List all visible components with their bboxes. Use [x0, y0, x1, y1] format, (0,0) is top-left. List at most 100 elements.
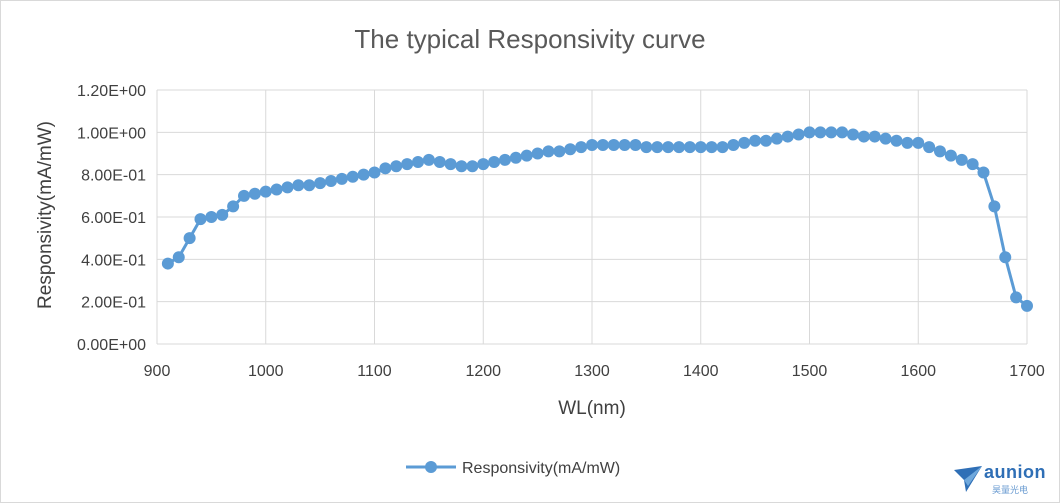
data-point [966, 158, 979, 171]
data-point [259, 185, 272, 198]
data-point [564, 143, 577, 156]
data-point [999, 251, 1012, 264]
data-point [596, 139, 609, 152]
data-point [292, 179, 305, 192]
data-point [248, 187, 261, 200]
data-point [357, 168, 370, 181]
data-point [673, 141, 685, 154]
data-point [412, 155, 424, 168]
data-point [836, 126, 849, 139]
data-point [901, 136, 914, 149]
data-point [868, 130, 881, 143]
data-point [205, 211, 218, 223]
x-tick-label: 1200 [465, 363, 501, 380]
data-point [194, 213, 207, 226]
data-point [912, 136, 925, 149]
paper-plane-icon [954, 466, 982, 492]
y-axis-title: Responsivity(mA/mW) [35, 121, 56, 309]
data-point [977, 166, 990, 179]
data-point [325, 175, 337, 188]
data-point [781, 130, 794, 143]
data-point [303, 179, 316, 192]
legend-label: Responsivity(mA/mW) [462, 460, 620, 477]
data-point [683, 141, 696, 154]
data-point [270, 183, 283, 196]
data-point [770, 132, 783, 145]
x-tick-label: 1000 [248, 363, 284, 380]
data-point [738, 136, 751, 149]
data-point [586, 139, 598, 152]
data-point [814, 126, 827, 139]
data-point [1010, 291, 1023, 304]
y-tick-label: 0.00E+00 [77, 337, 146, 354]
data-point [161, 257, 174, 270]
x-axis-title: WL(nm) [558, 398, 626, 419]
data-point [857, 130, 870, 143]
data-point [314, 177, 327, 190]
x-tick-label: 1500 [792, 363, 828, 380]
data-point [455, 160, 468, 173]
y-axis-tick-labels: 0.00E+00 2.00E-01 4.00E-01 6.00E-01 8.00E-01… [77, 83, 146, 354]
data-point [1021, 299, 1033, 312]
series-responsivity [161, 126, 1033, 312]
data-point [433, 155, 446, 168]
data-point [879, 132, 892, 145]
data-point [749, 134, 762, 147]
data-point [955, 153, 968, 166]
x-tick-label: 1300 [574, 363, 610, 380]
x-tick-label: 1700 [1009, 363, 1045, 380]
x-tick-label: 1100 [357, 363, 392, 380]
data-point [716, 141, 729, 154]
data-point [760, 134, 772, 147]
data-point [607, 139, 620, 152]
data-point [542, 145, 555, 158]
data-point [477, 158, 490, 171]
chart-title: The typical Responsivity curve [354, 24, 705, 54]
data-point [923, 141, 936, 154]
data-point [216, 208, 229, 221]
data-point [444, 158, 457, 171]
legend-dot-marker [425, 461, 437, 473]
data-point [390, 160, 403, 173]
data-point [488, 155, 501, 168]
y-tick-label: 2.00E-01 [81, 295, 146, 312]
data-point [553, 145, 566, 158]
data-point [640, 141, 653, 154]
data-point [662, 141, 675, 154]
company-logo: aunion 昊量光电 [952, 462, 1052, 496]
data-point [575, 141, 588, 154]
data-point [499, 153, 511, 166]
logo-wordmark: aunion [984, 462, 1046, 482]
data-point [466, 160, 479, 173]
x-tick-label: 1600 [900, 363, 936, 380]
y-tick-label: 4.00E-01 [81, 252, 146, 269]
data-point [705, 141, 718, 154]
data-point [172, 251, 185, 264]
data-point [618, 139, 631, 152]
data-point [227, 200, 240, 213]
data-point [238, 189, 250, 202]
x-tick-label: 900 [144, 363, 171, 380]
y-tick-label: 1.00E+00 [77, 125, 146, 142]
data-point [847, 128, 859, 141]
data-point [944, 149, 957, 162]
data-point [825, 126, 838, 139]
data-point [281, 181, 294, 194]
data-point [335, 172, 348, 185]
data-point [651, 141, 664, 154]
series-line [167, 130, 1028, 308]
y-tick-label: 8.00E-01 [81, 168, 146, 185]
legend: Responsivity(mA/mW) [406, 460, 620, 477]
data-point [694, 141, 707, 154]
data-point [346, 170, 359, 183]
data-point [803, 126, 816, 139]
data-point [422, 153, 435, 166]
data-point [629, 139, 642, 152]
logo-subtitle: 昊量光电 [992, 486, 1029, 496]
data-point [401, 158, 414, 171]
x-axis-tick-labels: 900 1000 1100 1200 1300 1400 1500 1600 1700 [144, 363, 1045, 380]
y-tick-label: 6.00E-01 [81, 210, 146, 227]
y-tick-label: 1.20E+00 [77, 83, 146, 100]
data-point [727, 139, 740, 152]
